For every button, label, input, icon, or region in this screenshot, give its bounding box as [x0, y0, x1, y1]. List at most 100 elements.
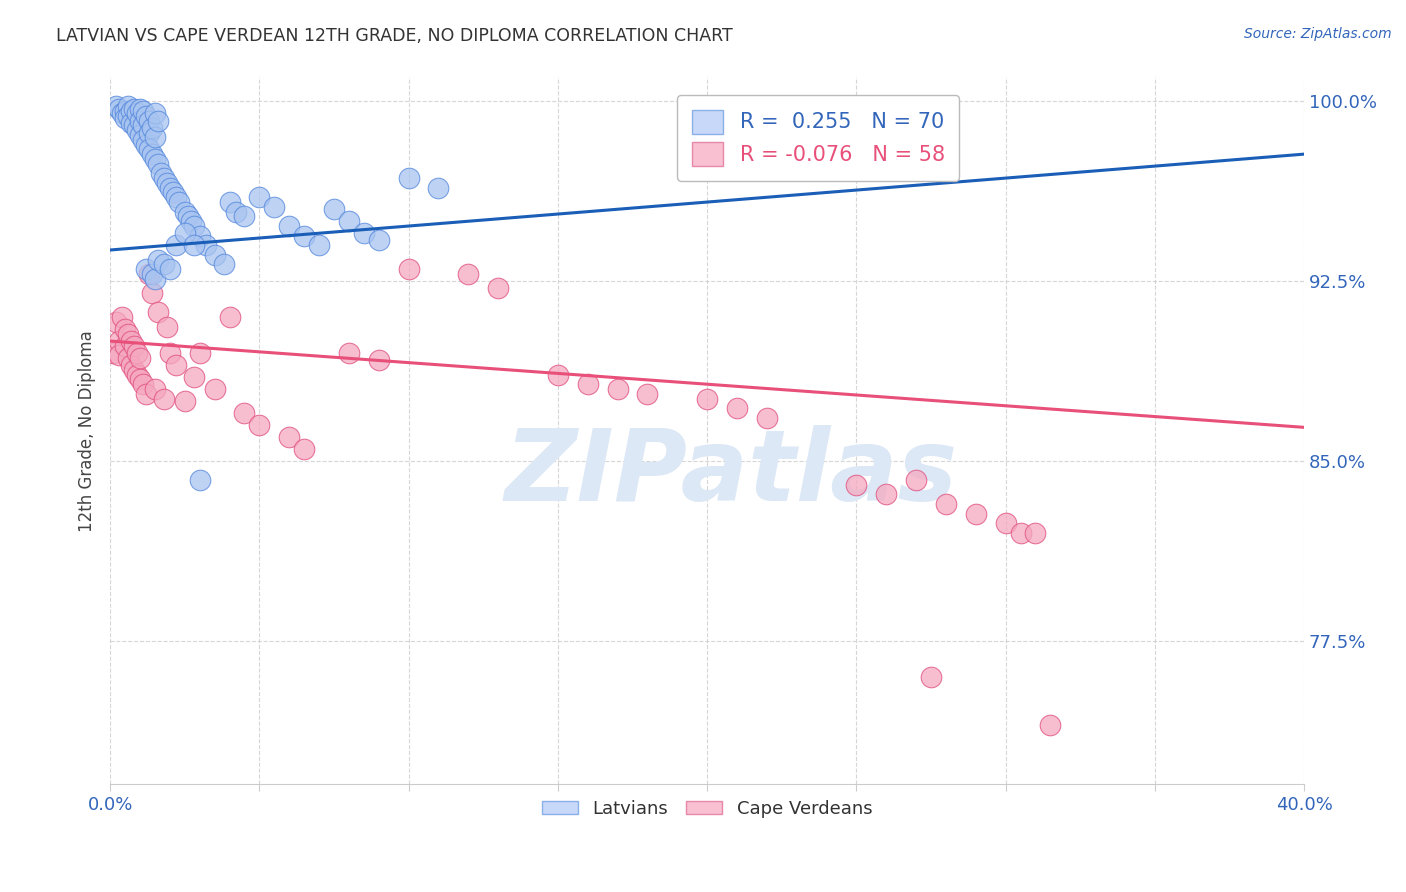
Point — [398, 262, 420, 277]
Text: Source: ZipAtlas.com: Source: ZipAtlas.com — [1244, 27, 1392, 41]
Point — [125, 368, 148, 382]
Point — [225, 204, 247, 219]
Point — [159, 262, 181, 277]
Point — [218, 310, 240, 324]
Point — [725, 401, 748, 416]
Point — [117, 99, 139, 113]
Point — [108, 102, 131, 116]
Point — [323, 202, 346, 217]
Point — [153, 392, 176, 406]
Point — [132, 119, 155, 133]
Point — [263, 200, 285, 214]
Point — [278, 430, 301, 444]
Point — [153, 257, 176, 271]
Text: LATVIAN VS CAPE VERDEAN 12TH GRADE, NO DIPLOMA CORRELATION CHART: LATVIAN VS CAPE VERDEAN 12TH GRADE, NO D… — [56, 27, 733, 45]
Point — [165, 358, 187, 372]
Point — [165, 238, 187, 252]
Point — [125, 123, 148, 137]
Point — [111, 310, 134, 324]
Point — [114, 103, 136, 118]
Point — [935, 497, 957, 511]
Point — [188, 473, 211, 487]
Point — [156, 319, 179, 334]
Point — [486, 281, 509, 295]
Point — [180, 214, 202, 228]
Point — [125, 106, 148, 120]
Point — [188, 228, 211, 243]
Y-axis label: 12th Grade, No Diploma: 12th Grade, No Diploma — [79, 330, 96, 532]
Point — [122, 102, 145, 116]
Point — [218, 195, 240, 210]
Point — [105, 99, 128, 113]
Point — [696, 392, 718, 406]
Point — [427, 180, 450, 194]
Point — [845, 478, 868, 492]
Point — [159, 180, 181, 194]
Point — [120, 358, 142, 372]
Point — [920, 670, 942, 684]
Point — [120, 116, 142, 130]
Point — [108, 334, 131, 348]
Point — [135, 262, 157, 277]
Point — [141, 267, 163, 281]
Point — [129, 128, 152, 142]
Point — [278, 219, 301, 233]
Point — [141, 286, 163, 301]
Point — [994, 516, 1017, 531]
Point — [143, 382, 166, 396]
Point — [149, 166, 172, 180]
Point — [292, 228, 315, 243]
Point — [292, 442, 315, 456]
Point — [129, 113, 152, 128]
Point — [337, 214, 360, 228]
Point — [247, 190, 270, 204]
Point — [162, 186, 184, 200]
Point — [105, 315, 128, 329]
Point — [146, 252, 169, 267]
Point — [905, 473, 928, 487]
Point — [367, 234, 389, 248]
Point — [159, 346, 181, 360]
Point — [1024, 525, 1046, 540]
Point — [141, 147, 163, 161]
Point — [173, 226, 195, 240]
Point — [146, 305, 169, 319]
Point — [143, 272, 166, 286]
Point — [132, 103, 155, 118]
Point — [204, 382, 226, 396]
Point — [156, 176, 179, 190]
Point — [233, 210, 256, 224]
Point — [138, 142, 160, 156]
Point — [146, 113, 169, 128]
Point — [125, 346, 148, 360]
Point — [636, 386, 658, 401]
Point — [114, 111, 136, 125]
Point — [353, 226, 375, 240]
Point — [135, 386, 157, 401]
Point — [135, 109, 157, 123]
Point — [143, 152, 166, 166]
Point — [111, 106, 134, 120]
Point — [129, 102, 152, 116]
Point — [367, 353, 389, 368]
Point — [755, 410, 778, 425]
Point — [173, 394, 195, 409]
Point — [122, 119, 145, 133]
Point — [1010, 525, 1032, 540]
Legend: Latvians, Cape Verdeans: Latvians, Cape Verdeans — [534, 792, 880, 825]
Point — [337, 346, 360, 360]
Point — [132, 377, 155, 392]
Point — [114, 322, 136, 336]
Point — [141, 120, 163, 135]
Point — [143, 130, 166, 145]
Point — [875, 487, 897, 501]
Point — [129, 351, 152, 365]
Point — [547, 368, 569, 382]
Point — [117, 109, 139, 123]
Point — [122, 363, 145, 377]
Point — [132, 133, 155, 147]
Point — [138, 126, 160, 140]
Point — [101, 346, 124, 360]
Point — [204, 248, 226, 262]
Point — [398, 171, 420, 186]
